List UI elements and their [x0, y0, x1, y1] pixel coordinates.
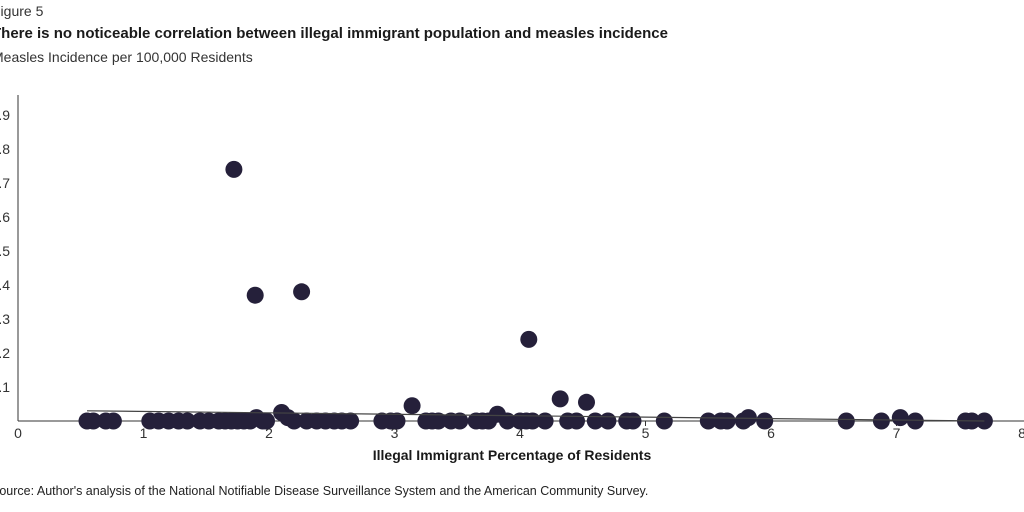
data-point	[520, 330, 538, 348]
y-tick-labels: .1 .2 .3 .4 .5 .6 .7 .8 .9	[0, 107, 10, 395]
data-point	[655, 412, 673, 430]
y-tick-label: .2	[0, 345, 10, 361]
data-point	[225, 160, 243, 178]
data-point	[551, 390, 569, 408]
x-tick-label: 2	[265, 425, 273, 441]
data-point	[599, 412, 617, 430]
data-point	[872, 412, 890, 430]
data-point	[975, 412, 993, 430]
data-point	[739, 409, 757, 427]
x-tick-label: 0	[14, 425, 22, 441]
data-point	[578, 393, 595, 411]
y-tick-label: .8	[0, 141, 10, 157]
y-tick-label: .6	[0, 209, 10, 225]
chart-title: There is no noticeable correlation betwe…	[0, 25, 668, 42]
x-tick-label: 8	[1018, 425, 1024, 441]
data-point	[84, 412, 102, 430]
data-point	[536, 412, 554, 430]
y-tick-label: .4	[0, 277, 10, 293]
data-point	[429, 412, 447, 430]
scatter-chart: .1 .2 .3 .4 .5 .6 .7 .8 .9 0 1 2 3 4 5 6 7 8 Illegal Imm…	[0, 95, 1024, 463]
data-point	[524, 412, 541, 430]
data-point	[718, 412, 736, 430]
x-tick-label: 5	[642, 425, 650, 441]
data-point	[568, 412, 585, 430]
data-point	[104, 412, 122, 430]
y-axis-title: Measles Incidence per 100,000 Residents	[0, 49, 253, 65]
data-point	[837, 412, 855, 430]
data-point	[699, 412, 717, 430]
data-point	[403, 397, 421, 415]
data-point	[624, 412, 642, 430]
y-tick-label: .7	[0, 175, 10, 191]
data-point	[342, 412, 360, 430]
source-note: Source: Author's analysis of the Nationa…	[0, 484, 649, 498]
y-tick-label: .5	[0, 243, 10, 259]
y-tick-label: .3	[0, 311, 10, 327]
data-point	[246, 286, 264, 304]
trend-line	[87, 410, 985, 422]
data-point	[258, 412, 275, 430]
y-tick-label: .9	[0, 107, 10, 123]
data-point	[293, 283, 311, 301]
data-point	[451, 412, 469, 430]
data-point	[756, 412, 774, 430]
data-point	[498, 412, 516, 430]
data-point	[388, 412, 406, 430]
data-points	[78, 160, 993, 430]
x-tick-label: 4	[516, 425, 524, 441]
x-tick-label: 3	[391, 425, 399, 441]
x-axis-title: Illegal Immigrant Percentage of Resident…	[373, 447, 652, 463]
x-tick-label: 6	[767, 425, 775, 441]
data-point	[285, 412, 303, 430]
data-point	[178, 412, 196, 430]
x-tick-label: 1	[140, 425, 148, 441]
y-tick-label: .1	[0, 379, 10, 395]
data-point	[891, 409, 909, 427]
figure-label: Figure 5	[0, 3, 44, 19]
data-point	[906, 412, 924, 430]
x-tick-label: 7	[893, 425, 901, 441]
